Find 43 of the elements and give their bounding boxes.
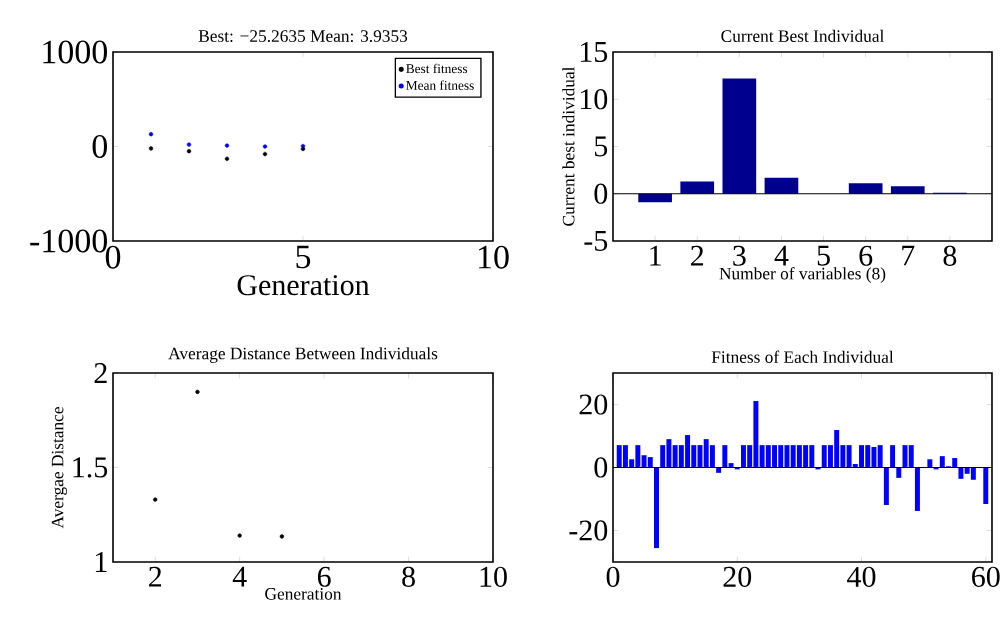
- x-tick-label: 1: [650, 245, 661, 266]
- y-tick-label: 5: [595, 136, 608, 157]
- x-tick-label: 3: [733, 245, 746, 266]
- x-tick-label: 2: [149, 566, 162, 587]
- y-axis-title: Current best individual: [562, 66, 575, 226]
- y-axis-title: Avergae Distance: [51, 407, 67, 529]
- x-tick-label: 8: [402, 566, 415, 587]
- y-tick-label: 2: [94, 363, 107, 383]
- y-tick-label: -20: [569, 520, 608, 541]
- x-tick-label: 7: [902, 245, 915, 266]
- y-tick-label: 1.5: [73, 457, 108, 478]
- x-axis-title: Number of variables (8): [719, 267, 886, 283]
- y-tick-label: -5: [584, 231, 608, 251]
- y-tick-label: 1: [95, 552, 107, 572]
- x-tick-label: 8: [943, 245, 957, 266]
- y-tick-label: 20: [579, 394, 608, 415]
- y-tick-label: 15: [580, 41, 608, 63]
- chart-title: Current Best Individual: [721, 29, 885, 42]
- y-tick-label: 1000: [43, 40, 107, 64]
- x-axis-title: Generation: [237, 275, 370, 296]
- legend-label: Best fitness: [406, 63, 468, 74]
- legend-label: Mean fitness: [406, 80, 474, 90]
- x-tick-label: 60: [972, 566, 1000, 587]
- y-tick-label: -1000: [30, 229, 107, 253]
- x-tick-label: 10: [480, 566, 507, 587]
- x-tick-label: 6: [317, 566, 331, 587]
- x-tick-label: 5: [817, 245, 830, 266]
- x-tick-label: 2: [691, 245, 704, 266]
- x-tick-label: 4: [232, 566, 247, 587]
- x-tick-label: 4: [774, 245, 789, 266]
- chart-title: Average Distance Between Individuals: [168, 347, 438, 363]
- x-tick-label: 6: [859, 245, 873, 266]
- x-tick-label: 10: [478, 245, 509, 269]
- y-tick-label: 0: [594, 457, 608, 478]
- chart-title: Fitness of Each Individual: [711, 350, 894, 363]
- x-tick-label: 40: [847, 566, 876, 587]
- y-tick-label: 0: [594, 183, 608, 204]
- y-tick-label: 10: [580, 89, 608, 110]
- x-axis-title: Generation: [265, 588, 342, 600]
- y-tick-label: 0: [92, 135, 107, 158]
- chart-title: Best: −25.2635 Mean: 3.9353: [198, 30, 408, 42]
- x-tick-label: 20: [723, 566, 752, 587]
- x-tick-label: 5: [296, 245, 311, 269]
